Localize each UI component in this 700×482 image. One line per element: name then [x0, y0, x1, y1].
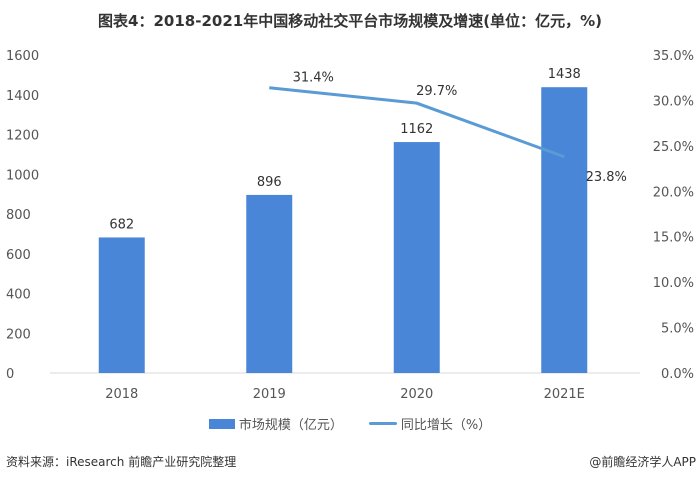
x-tick-label: 2021E: [544, 387, 585, 402]
line-label: 23.8%: [586, 170, 627, 185]
bar-2021E: [541, 87, 588, 373]
right-tick-label: 35.0%: [653, 49, 694, 64]
legend-swatch-line: [368, 422, 397, 425]
x-tick-label: 2020: [400, 387, 433, 402]
legend-label-bar: 市场规模（亿元）: [238, 418, 343, 433]
credit: @前瞻经济学人APP: [589, 455, 696, 469]
left-tick-label: 800: [6, 208, 31, 223]
right-tick-label: 5.0%: [661, 322, 694, 337]
left-tick-label: 400: [6, 288, 31, 303]
chart-plot: 0 200 400 600 800 1000 1200 1400 1600 0.0% 5.0% 10.…: [6, 49, 694, 402]
x-tick-label: 2019: [253, 387, 286, 402]
line-label: 31.4%: [293, 71, 334, 86]
left-tick-label: 0: [6, 367, 14, 382]
right-tick-label: 0.0%: [661, 367, 694, 382]
legend-swatch-bar: [208, 418, 235, 429]
line-label: 29.7%: [416, 84, 457, 99]
legend-item-line: 同比增长（%）: [368, 414, 492, 433]
growth-line: [269, 86, 565, 159]
left-tick-label: 600: [6, 248, 31, 263]
right-tick-label: 30.0%: [653, 94, 694, 109]
left-tick-label: 1200: [6, 129, 39, 144]
right-tick-label: 20.0%: [653, 185, 694, 200]
bar-label: 896: [257, 175, 282, 190]
bar-label: 682: [109, 217, 134, 232]
left-tick-label: 1400: [6, 89, 39, 104]
bar-2018: [98, 237, 145, 373]
right-tick-label: 15.0%: [653, 231, 694, 246]
bar-label: 1438: [548, 67, 581, 82]
right-tick-label: 25.0%: [653, 140, 694, 155]
bar-2020: [393, 142, 440, 373]
right-tick-label: 10.0%: [653, 276, 694, 291]
bar-label: 1162: [400, 122, 433, 137]
bar-2019: [246, 194, 293, 373]
x-tick-label: 2018: [105, 387, 138, 402]
left-tick-label: 1000: [6, 168, 39, 183]
source-note: 资料来源：iResearch 前瞻产业研究院整理: [6, 455, 237, 469]
legend-item-bar: 市场规模（亿元）: [208, 414, 343, 433]
chart-title: 图表4：2018-2021年中国移动社交平台市场规模及增速(单位：亿元，%): [98, 12, 602, 30]
left-tick-label: 1600: [6, 49, 39, 64]
left-tick-label: 200: [6, 327, 31, 342]
legend-label-line: 同比增长（%）: [400, 418, 492, 433]
legend: 市场规模（亿元） 同比增长（%）: [0, 414, 700, 433]
